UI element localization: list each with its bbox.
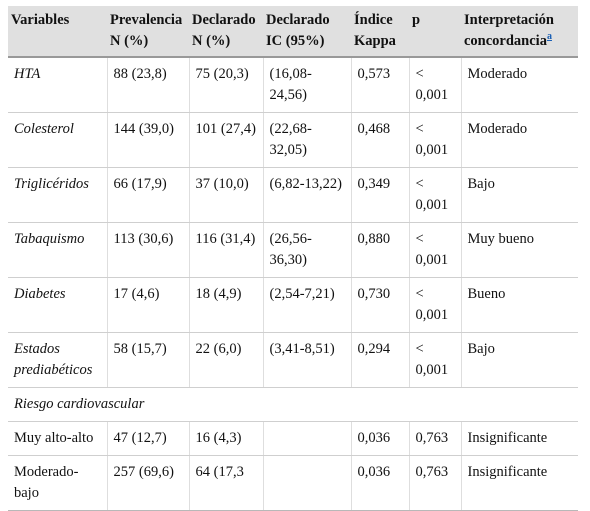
cell-prevalencia: 17 (4,6) bbox=[107, 277, 190, 333]
cell-p: < 0,001 bbox=[409, 167, 462, 223]
cell-kappa: 0,880 bbox=[351, 222, 410, 278]
cell-interpretacion: Bajo bbox=[461, 332, 578, 388]
table-row: Diabetes 17 (4,6) 18 (4,9) (2,54-7,21) 0… bbox=[8, 277, 578, 333]
cell-declarado-n: 22 (6,0) bbox=[189, 332, 264, 388]
cell-prevalencia: 144 (39,0) bbox=[107, 112, 190, 168]
cell-p: < 0,001 bbox=[409, 332, 462, 388]
cell-kappa: 0,036 bbox=[351, 455, 410, 511]
header-declarado-ic: Declarado IC (95%) bbox=[263, 6, 351, 58]
cell-kappa: 0,036 bbox=[351, 421, 410, 456]
cell-prevalencia: 88 (23,8) bbox=[107, 57, 190, 113]
cell-ic: (26,56-36,30) bbox=[263, 222, 352, 278]
cell-declarado-n: 75 (20,3) bbox=[189, 57, 264, 113]
cell-variable: Diabetes bbox=[8, 277, 108, 333]
cell-p: < 0,001 bbox=[409, 277, 462, 333]
table-row: Tabaquismo 113 (30,6) 116 (31,4) (26,56-… bbox=[8, 222, 578, 278]
cell-variable: Muy alto-alto bbox=[8, 421, 108, 456]
cell-interpretacion: Moderado bbox=[461, 57, 578, 113]
table-row: HTA 88 (23,8) 75 (20,3) (16,08-24,56) 0,… bbox=[8, 57, 578, 113]
cell-ic: (3,41-8,51) bbox=[263, 332, 352, 388]
concordance-table: Variables Prevalencia N (%) Declarado N (%… bbox=[8, 6, 578, 511]
cell-ic bbox=[263, 455, 352, 511]
group-row: Riesgo cardiovascular bbox=[8, 387, 578, 422]
table-row: Colesterol 144 (39,0) 101 (27,4) (22,68-… bbox=[8, 112, 578, 168]
cell-variable: HTA bbox=[8, 57, 108, 113]
cell-declarado-n: 64 (17,3 bbox=[189, 455, 264, 511]
table-row: Moderado-bajo 257 (69,6) 64 (17,3 0,036 … bbox=[8, 455, 578, 511]
cell-variable: Moderado-bajo bbox=[8, 455, 108, 511]
cell-prevalencia: 113 (30,6) bbox=[107, 222, 190, 278]
cell-declarado-n: 101 (27,4) bbox=[189, 112, 264, 168]
cell-interpretacion: Moderado bbox=[461, 112, 578, 168]
cell-declarado-n: 16 (4,3) bbox=[189, 421, 264, 456]
cell-kappa: 0,349 bbox=[351, 167, 410, 223]
cell-prevalencia: 58 (15,7) bbox=[107, 332, 190, 388]
table-row: Triglicéridos 66 (17,9) 37 (10,0) (6,82-… bbox=[8, 167, 578, 223]
cell-ic bbox=[263, 421, 352, 456]
cell-variable: Triglicéridos bbox=[8, 167, 108, 223]
cell-interpretacion: Bajo bbox=[461, 167, 578, 223]
cell-ic: (16,08-24,56) bbox=[263, 57, 352, 113]
table-row: Muy alto-alto 47 (12,7) 16 (4,3) 0,036 0… bbox=[8, 421, 578, 456]
cell-ic: (2,54-7,21) bbox=[263, 277, 352, 333]
cell-interpretacion: Insignificante bbox=[461, 455, 578, 511]
cell-variable: Estados prediabéticos bbox=[8, 332, 108, 388]
cell-prevalencia: 257 (69,6) bbox=[107, 455, 190, 511]
footnote-link[interactable]: a bbox=[546, 31, 552, 43]
cell-variable: Colesterol bbox=[8, 112, 108, 168]
header-variables: Variables bbox=[8, 6, 107, 58]
cell-prevalencia: 47 (12,7) bbox=[107, 421, 190, 456]
cell-p: < 0,001 bbox=[409, 112, 462, 168]
cell-interpretacion: Insignificante bbox=[461, 421, 578, 456]
table-header: Variables Prevalencia N (%) Declarado N (%… bbox=[8, 6, 578, 58]
table-row: Estados prediabéticos 58 (15,7) 22 (6,0)… bbox=[8, 332, 578, 388]
cell-declarado-n: 18 (4,9) bbox=[189, 277, 264, 333]
cell-interpretacion: Muy bueno bbox=[461, 222, 578, 278]
cell-kappa: 0,468 bbox=[351, 112, 410, 168]
cell-variable: Tabaquismo bbox=[8, 222, 108, 278]
cell-ic: (22,68-32,05) bbox=[263, 112, 352, 168]
cell-p: 0,763 bbox=[409, 455, 462, 511]
cell-p: < 0,001 bbox=[409, 222, 462, 278]
header-declarado-n: Declarado N (%) bbox=[189, 6, 263, 58]
cell-ic: (6,82-13,22) bbox=[263, 167, 352, 223]
cell-declarado-n: 37 (10,0) bbox=[189, 167, 264, 223]
cell-prevalencia: 66 (17,9) bbox=[107, 167, 190, 223]
header-p: p bbox=[409, 6, 461, 58]
cell-interpretacion: Bueno bbox=[461, 277, 578, 333]
cell-kappa: 0,730 bbox=[351, 277, 410, 333]
header-interpretacion: Interpretación concordanciaa bbox=[461, 6, 578, 58]
cell-p: < 0,001 bbox=[409, 57, 462, 113]
group-label: Riesgo cardiovascular bbox=[8, 387, 578, 422]
header-kappa: Índice Kappa bbox=[351, 6, 409, 58]
cell-declarado-n: 116 (31,4) bbox=[189, 222, 264, 278]
cell-kappa: 0,294 bbox=[351, 332, 410, 388]
cell-kappa: 0,573 bbox=[351, 57, 410, 113]
cell-p: 0,763 bbox=[409, 421, 462, 456]
header-prevalencia: Prevalencia N (%) bbox=[107, 6, 189, 58]
